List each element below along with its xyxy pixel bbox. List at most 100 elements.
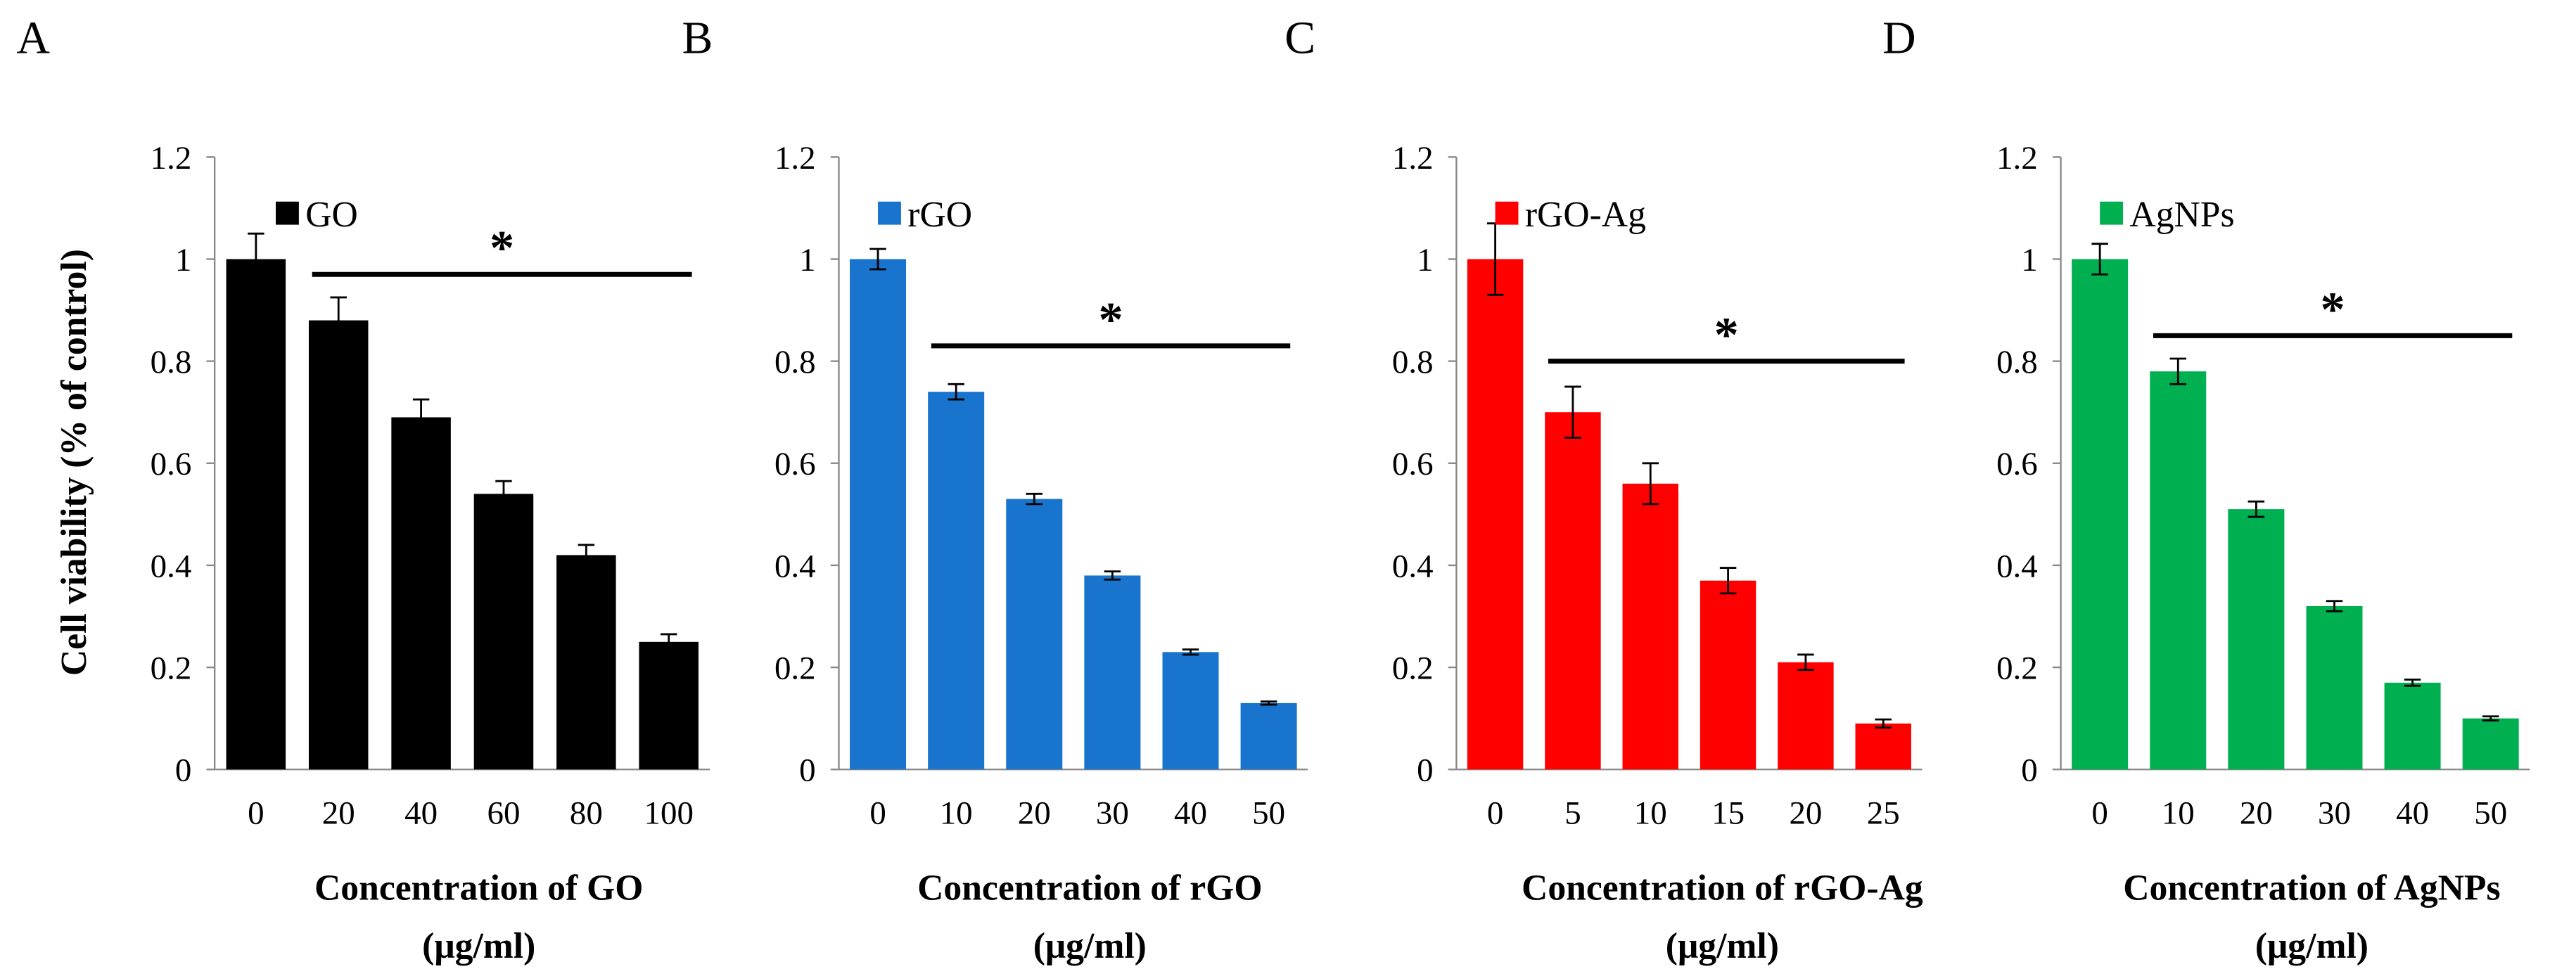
y-tick-label: 0.4 bbox=[151, 548, 192, 584]
x-tick-label: 10 bbox=[1634, 795, 1667, 832]
y-tick-label: 0.4 bbox=[774, 548, 816, 584]
legend-swatch bbox=[878, 201, 901, 225]
y-tick-label: 1 bbox=[175, 242, 191, 278]
legend-label: rGO-Ag bbox=[1525, 195, 1646, 235]
x-tick-label: 20 bbox=[322, 795, 355, 832]
y-tick-label: 0.2 bbox=[1392, 650, 1434, 687]
legend-swatch bbox=[2100, 201, 2124, 225]
panel-label: B bbox=[682, 12, 713, 63]
x-tick-label: 0 bbox=[869, 795, 886, 832]
bar bbox=[850, 259, 907, 770]
y-tick-label: 0.2 bbox=[774, 650, 816, 687]
x-tick-label: 40 bbox=[2396, 795, 2429, 832]
y-tick-label: 0.8 bbox=[151, 344, 192, 380]
y-tick-label: 0.4 bbox=[1996, 548, 2038, 584]
y-tick-label: 1.2 bbox=[774, 140, 816, 176]
y-tick-label: 0.6 bbox=[151, 446, 192, 482]
y-tick-label: 0.6 bbox=[1996, 446, 2038, 482]
x-tick-label: 10 bbox=[940, 795, 973, 832]
x-tick-label: 20 bbox=[1789, 795, 1822, 832]
bar bbox=[2228, 509, 2285, 770]
x-tick-label: 0 bbox=[248, 795, 264, 832]
legend-label: AgNPs bbox=[2129, 195, 2234, 235]
x-tick-label: 30 bbox=[2318, 795, 2351, 832]
y-tick-label: 0 bbox=[2021, 752, 2037, 789]
x-axis-unit: (μg/ml) bbox=[422, 926, 535, 966]
x-axis-unit: (μg/ml) bbox=[2255, 926, 2368, 966]
y-tick-label: 0 bbox=[1417, 752, 1433, 789]
panel-label: C bbox=[1284, 12, 1315, 63]
bar bbox=[226, 259, 286, 770]
x-axis-title: Concentration of rGO bbox=[917, 868, 1262, 908]
y-tick-label: 0.8 bbox=[1392, 344, 1434, 380]
x-tick-label: 30 bbox=[1096, 795, 1129, 832]
legend-label: rGO bbox=[907, 195, 972, 235]
legend-label: GO bbox=[305, 195, 358, 235]
x-tick-label: 5 bbox=[1564, 795, 1581, 832]
panel-label: D bbox=[1882, 12, 1915, 63]
x-axis-title: Concentration of GO bbox=[314, 868, 643, 908]
y-tick-label: 1.2 bbox=[1996, 140, 2038, 176]
bar bbox=[928, 392, 985, 770]
bar bbox=[2462, 718, 2519, 770]
x-tick-label: 40 bbox=[1174, 795, 1207, 832]
significance-asterisk: * bbox=[1714, 308, 1739, 363]
bar bbox=[1162, 652, 1219, 770]
bar bbox=[308, 320, 369, 770]
bar bbox=[1778, 662, 1834, 770]
x-tick-label: 50 bbox=[1252, 795, 1285, 832]
x-tick-label: 10 bbox=[2162, 795, 2195, 832]
panel-label: A bbox=[16, 12, 49, 63]
y-tick-label: 0.6 bbox=[1392, 446, 1434, 482]
x-tick-label: 20 bbox=[1018, 795, 1051, 832]
bar bbox=[639, 641, 699, 770]
legend-swatch bbox=[1495, 201, 1519, 225]
y-tick-label: 0.4 bbox=[1392, 548, 1434, 584]
x-tick-label: 0 bbox=[2091, 795, 2108, 832]
bar bbox=[2306, 605, 2363, 770]
x-axis-title: Concentration of AgNPs bbox=[2123, 868, 2500, 908]
x-tick-label: 50 bbox=[2474, 795, 2507, 832]
significance-asterisk: * bbox=[490, 221, 514, 276]
bar bbox=[1467, 259, 1524, 770]
x-tick-label: 15 bbox=[1711, 795, 1745, 832]
bar bbox=[1006, 499, 1063, 770]
y-tick-label: 1.2 bbox=[1392, 140, 1434, 176]
x-tick-label: 0 bbox=[1487, 795, 1503, 832]
bar bbox=[2384, 682, 2441, 770]
bar bbox=[1545, 412, 1601, 770]
bar bbox=[2150, 371, 2207, 770]
y-tick-label: 0.2 bbox=[151, 650, 192, 687]
bar bbox=[1855, 723, 1911, 770]
y-tick-label: 1 bbox=[2021, 242, 2037, 278]
y-tick-label: 0.8 bbox=[1996, 344, 2038, 380]
y-tick-label: 0.2 bbox=[1996, 650, 2038, 687]
y-tick-label: 1 bbox=[1417, 242, 1433, 278]
bar bbox=[473, 494, 534, 770]
x-axis-unit: (μg/ml) bbox=[1666, 926, 1779, 966]
bar bbox=[1700, 580, 1756, 770]
y-tick-label: 1 bbox=[799, 242, 815, 278]
bar bbox=[1084, 575, 1141, 770]
significance-asterisk: * bbox=[2321, 282, 2345, 337]
x-tick-label: 25 bbox=[1867, 795, 1900, 832]
x-axis-title: Concentration of rGO-Ag bbox=[1522, 868, 1923, 908]
x-tick-label: 20 bbox=[2240, 795, 2273, 832]
bar bbox=[391, 417, 451, 770]
x-axis-unit: (μg/ml) bbox=[1033, 926, 1147, 966]
x-tick-label: 60 bbox=[487, 795, 520, 832]
legend-swatch bbox=[276, 201, 299, 225]
x-tick-label: 100 bbox=[644, 795, 694, 832]
bar bbox=[1240, 702, 1297, 770]
x-tick-label: 40 bbox=[404, 795, 438, 832]
y-tick-label: 0 bbox=[175, 752, 191, 789]
significance-asterisk: * bbox=[1098, 293, 1123, 347]
y-tick-label: 0 bbox=[799, 752, 815, 789]
y-tick-label: 0.6 bbox=[774, 446, 816, 482]
bar bbox=[1622, 483, 1678, 770]
y-axis-title: Cell viability (% of control) bbox=[54, 249, 94, 676]
y-tick-label: 1.2 bbox=[151, 140, 192, 176]
y-tick-label: 0.8 bbox=[774, 344, 816, 380]
x-tick-label: 80 bbox=[570, 795, 603, 832]
